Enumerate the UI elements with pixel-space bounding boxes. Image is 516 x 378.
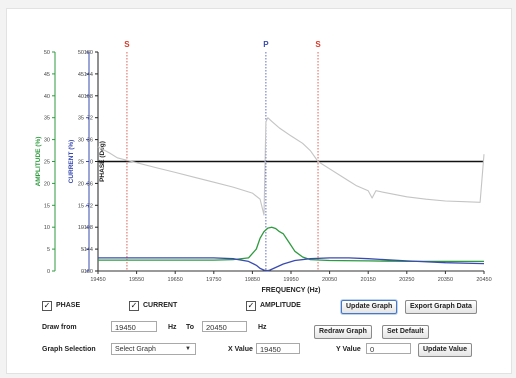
series-line-current — [98, 257, 485, 272]
current-tick-label: 10 — [78, 225, 84, 231]
amplitude-tick-label: 0 — [47, 269, 50, 275]
x-axis-title: FREQUENCY (Hz) — [262, 287, 321, 294]
current-axis-title: CURRENT (%) — [68, 140, 75, 184]
phase-tick-label: 108 — [84, 94, 93, 100]
frequency-response-chart: 0 5 10 15 20 25 30 35 40 45 50 AMPLITUDE (%) 0 5 10 15 2… — [35, 40, 492, 294]
from-hz-label: Hz — [168, 324, 177, 331]
phase-tick-label: -72 — [85, 203, 93, 209]
amplitude-tick-label: 50 — [44, 50, 50, 56]
current-tick-label: 15 — [78, 203, 84, 209]
x-tick-label: 20350 — [438, 277, 453, 283]
amplitude-tick-label: 20 — [44, 181, 50, 187]
set-default-button[interactable]: Set Default — [382, 325, 429, 339]
draw-from-input[interactable]: 19450 — [111, 321, 157, 332]
graph-selection-value: Select Graph — [115, 346, 156, 353]
x-value-input[interactable]: 19450 — [256, 343, 300, 354]
phase-tick-label: -36 — [85, 181, 93, 187]
y-value-input[interactable]: 0 — [366, 343, 411, 354]
phase-tick-label: 0 — [90, 160, 93, 166]
series-line-phase — [97, 117, 485, 216]
current-tick-label: 0 — [81, 269, 84, 275]
x-tick-label: 19550 — [129, 277, 144, 283]
phase-checkbox-label: PHASE — [56, 302, 81, 309]
amplitude-axis-title: AMPLITUDE (%) — [35, 137, 42, 187]
phase-tick-label: 72 — [87, 116, 93, 122]
current-checkbox[interactable]: ✓ — [129, 301, 139, 311]
marker-label-1: P — [263, 40, 269, 49]
draw-from-label: Draw from — [42, 324, 77, 331]
x-tick-label: 20250 — [399, 277, 414, 283]
amplitude-tick-label: 10 — [44, 225, 50, 231]
x-tick-label: 19850 — [245, 277, 260, 283]
x-tick-label: 19450 — [90, 277, 105, 283]
current-checkbox-label: CURRENT — [143, 302, 178, 309]
marker-label-0: S — [124, 40, 130, 49]
redraw-graph-button[interactable]: Redraw Graph — [314, 325, 372, 339]
x-tick-label: 19950 — [283, 277, 298, 283]
marker-label-2: S — [315, 40, 321, 49]
x-tick-label: 20050 — [322, 277, 337, 283]
phase-tick-label: 144 — [84, 72, 93, 78]
amplitude-tick-label: 5 — [47, 247, 50, 253]
export-graph-data-button[interactable]: Export Graph Data — [405, 300, 477, 314]
current-tick-label: 35 — [78, 116, 84, 122]
series-line-amplitude — [98, 226, 484, 263]
current-tick-label: 20 — [78, 181, 84, 187]
amplitude-checkbox[interactable]: ✓ — [246, 301, 256, 311]
to-hz-label: Hz — [258, 324, 267, 331]
current-tick-label: 50 — [78, 50, 84, 56]
phase-tick-label: -108 — [82, 225, 93, 231]
phase-checkbox[interactable]: ✓ — [42, 301, 52, 311]
amplitude-tick-label: 30 — [44, 138, 50, 144]
amplitude-tick-label: 25 — [44, 160, 50, 166]
amplitude-tick-label: 35 — [44, 116, 50, 122]
current-tick-label: 25 — [78, 160, 84, 166]
draw-to-input[interactable]: 20450 — [202, 321, 247, 332]
phase-tick-label: 180 — [84, 50, 93, 56]
update-value-button[interactable]: Update Value — [418, 343, 472, 357]
amplitude-checkbox-label: AMPLITUDE — [260, 302, 301, 309]
x-tick-label: 19750 — [206, 277, 221, 283]
graph-selection-label: Graph Selection — [42, 346, 96, 353]
phase-tick-label: -180 — [82, 269, 93, 275]
current-tick-label: 40 — [78, 94, 84, 100]
y-value-label: Y Value — [336, 346, 361, 353]
to-label: To — [186, 324, 195, 331]
x-tick-label: 20450 — [476, 277, 491, 283]
x-value-label: X Value — [228, 346, 253, 353]
chevron-down-icon: ▼ — [185, 346, 191, 352]
update-graph-button[interactable]: Update Graph — [341, 300, 398, 314]
x-tick-label: 20150 — [361, 277, 376, 283]
graph-selection-dropdown[interactable]: Select Graph ▼ — [111, 343, 196, 355]
x-tick-label: 19650 — [168, 277, 183, 283]
phase-tick-label: 36 — [87, 138, 93, 144]
amplitude-tick-label: 45 — [44, 72, 50, 78]
current-tick-label: 30 — [78, 138, 84, 144]
amplitude-tick-label: 15 — [44, 203, 50, 209]
current-tick-label: 45 — [78, 72, 84, 78]
current-tick-label: 5 — [81, 247, 84, 253]
amplitude-tick-label: 40 — [44, 94, 50, 100]
phase-tick-label: -144 — [82, 247, 93, 253]
